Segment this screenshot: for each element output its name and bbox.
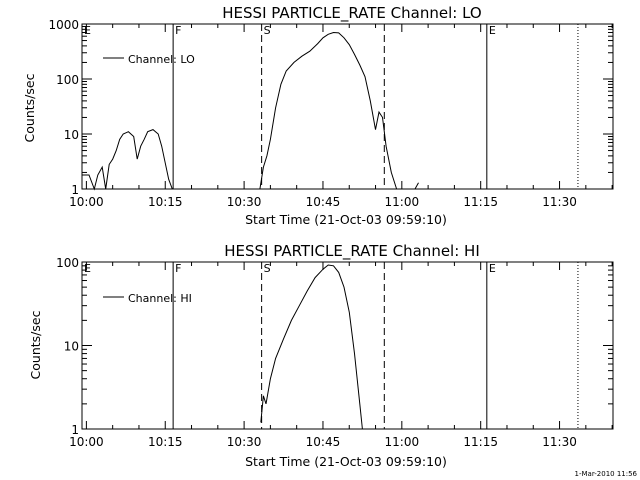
y-axis-label: Counts/sec: [22, 73, 37, 142]
event-marker-label: F: [175, 24, 181, 37]
footer-timestamp: 1-Mar-2010 11:56: [575, 470, 638, 478]
series-line: [414, 182, 419, 190]
y-tick-label: 100: [56, 73, 79, 87]
x-tick-label: 11:15: [463, 435, 498, 449]
legend-label: Channel: LO: [128, 53, 195, 66]
series-line: [260, 264, 363, 430]
x-tick-label: 10:45: [306, 435, 341, 449]
x-tick-label: 10:30: [227, 195, 262, 209]
x-tick-label: 11:00: [385, 195, 420, 209]
plot-frame: [81, 23, 614, 190]
event-marker-label: E: [84, 262, 91, 275]
x-axis-label: Start Time (21-Oct-03 09:59:10): [245, 212, 447, 227]
x-tick-label: 10:45: [306, 195, 341, 209]
y-tick-label: 1: [71, 423, 79, 437]
x-axis-label: Start Time (21-Oct-03 09:59:10): [245, 454, 447, 469]
x-tick-label: 10:15: [148, 435, 183, 449]
x-tick-label: 11:00: [385, 435, 420, 449]
event-marker-label: F: [175, 262, 181, 275]
event-marker-label: E: [489, 24, 496, 37]
event-marker-label: E: [489, 262, 496, 275]
event-marker-label: E: [84, 24, 91, 37]
series-line: [259, 31, 398, 190]
chart-lo: HESSI PARTICLE_RATE Channel: LO Counts/s…: [22, 4, 614, 227]
y-axis-label: Counts/sec: [28, 310, 43, 379]
event-marker-label: S: [264, 24, 271, 37]
y-tick-label: 100: [56, 256, 79, 270]
y-tick-label: 1: [71, 183, 79, 197]
event-marker-label: S: [264, 262, 271, 275]
x-tick-label: 10:00: [69, 435, 104, 449]
chart-title: HESSI PARTICLE_RATE Channel: HI: [224, 242, 480, 261]
legend-label: Channel: HI: [128, 292, 192, 305]
series-line: [82, 129, 173, 191]
x-tick-label: 10:30: [227, 435, 262, 449]
x-tick-label: 10:15: [148, 195, 183, 209]
chart-title: HESSI PARTICLE_RATE Channel: LO: [222, 4, 481, 23]
y-tick-label: 10: [64, 128, 79, 142]
x-tick-label: 11:30: [542, 435, 577, 449]
plot-frame: [81, 261, 614, 430]
x-tick-label: 11:30: [542, 195, 577, 209]
x-tick-label: 10:00: [69, 195, 104, 209]
chart-hi: HESSI PARTICLE_RATE Channel: HI Counts/s…: [28, 242, 614, 469]
x-tick-label: 11:15: [463, 195, 498, 209]
y-tick-label: 1000: [48, 18, 79, 32]
y-tick-label: 10: [64, 340, 79, 354]
